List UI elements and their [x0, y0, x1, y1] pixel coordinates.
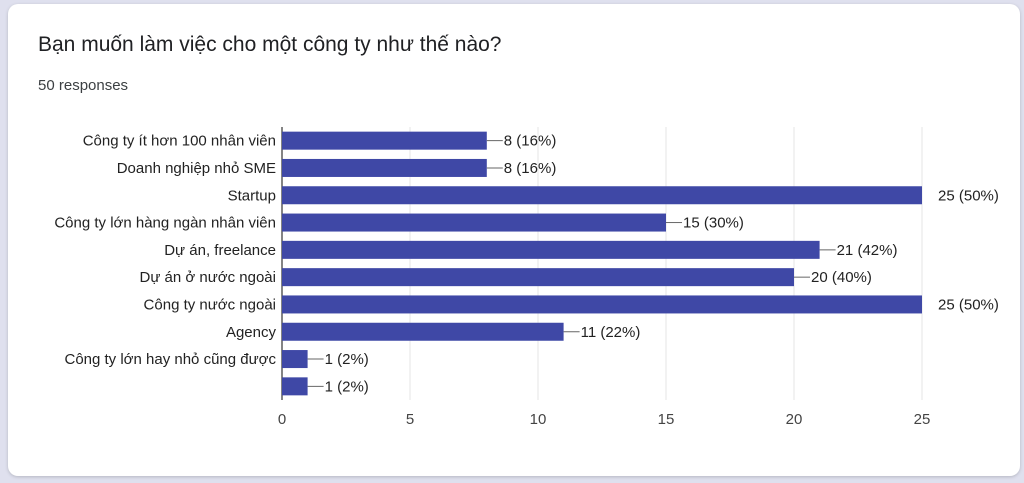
x-tick-label: 0 — [278, 411, 286, 428]
bar — [282, 322, 564, 341]
bar — [282, 295, 922, 314]
value-label: 8 (16%) — [504, 160, 557, 177]
category-label: Công ty nước ngoài — [144, 296, 276, 313]
value-label: 20 (40%) — [811, 269, 872, 286]
category-label: Startup — [228, 187, 276, 204]
x-tick-label: 15 — [658, 411, 675, 428]
bars — [282, 131, 922, 396]
x-axis-ticks: 0 5 10 15 20 25 — [278, 411, 931, 428]
x-tick-label: 20 — [786, 411, 803, 428]
bar — [282, 350, 308, 369]
question-title: Bạn muốn làm việc cho một công ty như th… — [38, 33, 502, 56]
category-label: Công ty lớn hàng ngàn nhân viên — [54, 215, 276, 232]
bar — [282, 158, 487, 177]
bar — [282, 377, 308, 396]
question-card — [8, 4, 1020, 476]
value-label: 25 (50%) — [938, 187, 999, 204]
value-label: 21 (42%) — [837, 242, 898, 259]
bar — [282, 213, 666, 232]
x-tick-label: 5 — [406, 411, 414, 428]
category-label: Công ty lớn hay nhỏ cũng được — [64, 351, 276, 368]
value-label: 1 (2%) — [325, 351, 369, 368]
bar — [282, 240, 820, 259]
value-label: 8 (16%) — [504, 133, 557, 150]
response-count: 50 responses — [38, 77, 129, 94]
bar — [282, 268, 794, 287]
x-tick-label: 10 — [530, 411, 547, 428]
bar — [282, 131, 487, 150]
bar — [282, 186, 922, 205]
labels: Công ty ít hơn 100 nhân viên 8 (16%) Doanh… — [54, 133, 999, 396]
category-label: Dự án ở nước ngoài — [140, 269, 277, 286]
value-label: 1 (2%) — [325, 378, 369, 395]
category-label: Agency — [226, 324, 277, 341]
category-label: Dự án, freelance — [164, 242, 276, 259]
x-tick-label: 25 — [914, 411, 931, 428]
value-label: 15 (30%) — [683, 215, 744, 232]
value-label: 11 (22%) — [581, 324, 641, 341]
category-label: Công ty ít hơn 100 nhân viên — [83, 133, 276, 150]
value-label: 25 (50%) — [938, 296, 999, 313]
category-label: Doanh nghiệp nhỏ SME — [117, 160, 276, 177]
